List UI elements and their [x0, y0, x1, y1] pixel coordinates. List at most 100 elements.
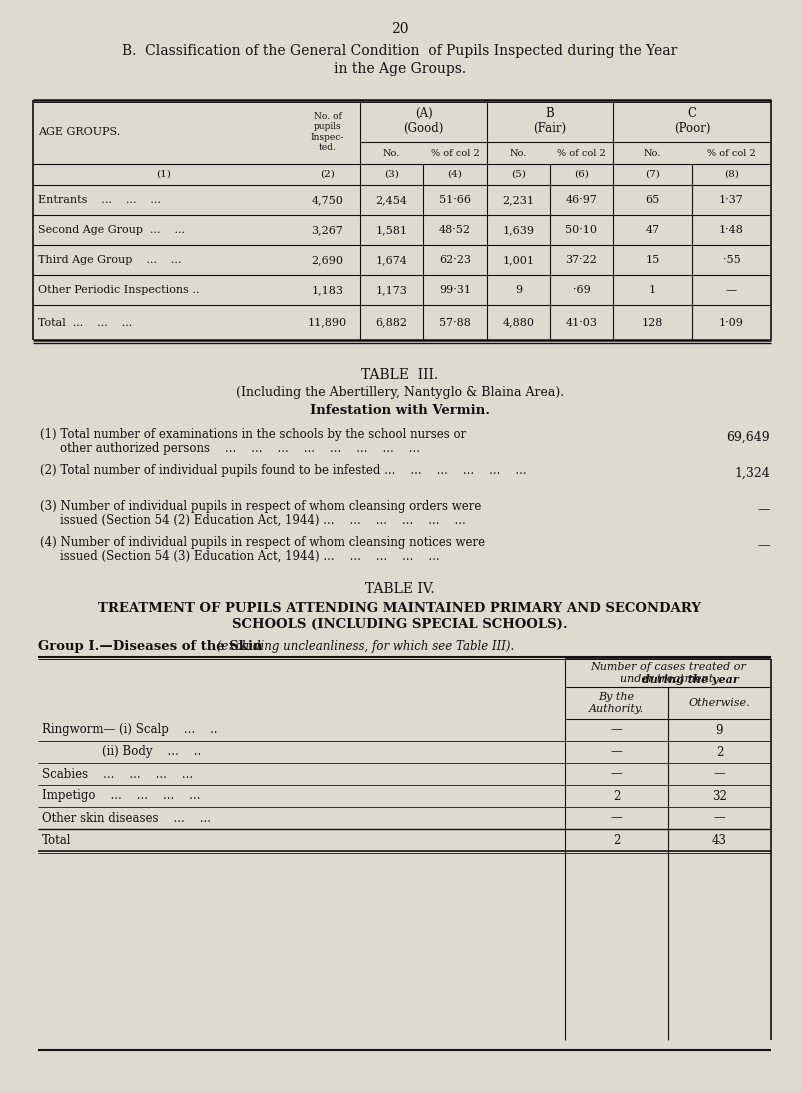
- Text: No. of
pupils
Inspec-
ted.: No. of pupils Inspec- ted.: [311, 111, 344, 152]
- Text: Entrants    ...    ...    ...: Entrants ... ... ...: [38, 195, 161, 205]
- Text: 41·03: 41·03: [566, 317, 598, 328]
- Text: 43: 43: [712, 834, 727, 846]
- Text: % of col 2: % of col 2: [431, 149, 479, 157]
- Text: 1·48: 1·48: [719, 225, 744, 235]
- Text: 9: 9: [515, 285, 522, 295]
- Text: Infestation with Vermin.: Infestation with Vermin.: [310, 404, 490, 418]
- Text: Total  ...    ...    ...: Total ... ... ...: [38, 317, 132, 328]
- Text: 1,183: 1,183: [312, 285, 344, 295]
- Text: 1·09: 1·09: [719, 317, 744, 328]
- Text: SCHOOLS (INCLUDING SPECIAL SCHOOLS).: SCHOOLS (INCLUDING SPECIAL SCHOOLS).: [232, 618, 568, 631]
- Text: other authorized persons    ...    ...    ...    ...    ...    ...    ...    ...: other authorized persons ... ... ... ...…: [60, 442, 420, 455]
- Text: 2,231: 2,231: [502, 195, 534, 205]
- Text: 4,750: 4,750: [312, 195, 344, 205]
- Text: Total: Total: [42, 834, 71, 846]
- Text: 1,173: 1,173: [376, 285, 408, 295]
- Text: Impetigo    ...    ...    ...    ...: Impetigo ... ... ... ...: [42, 789, 200, 802]
- Text: (4) Number of individual pupils in respect of whom cleansing notices were: (4) Number of individual pupils in respe…: [40, 536, 485, 549]
- Text: under treatment: under treatment: [620, 674, 716, 684]
- Text: 1,674: 1,674: [376, 255, 408, 265]
- Text: Scabies    ...    ...    ...    ...: Scabies ... ... ... ...: [42, 767, 193, 780]
- Text: (3) Number of individual pupils in respect of whom cleansing orders were: (3) Number of individual pupils in respe…: [40, 500, 481, 513]
- Text: 47: 47: [646, 225, 659, 235]
- Text: 11,890: 11,890: [308, 317, 347, 328]
- Text: TREATMENT OF PUPILS ATTENDING MAINTAINED PRIMARY AND SECONDARY: TREATMENT OF PUPILS ATTENDING MAINTAINED…: [99, 602, 702, 615]
- Text: 1,324: 1,324: [735, 467, 770, 480]
- Text: 50·10: 50·10: [566, 225, 598, 235]
- Text: 51·66: 51·66: [439, 195, 471, 205]
- Text: —: —: [714, 767, 726, 780]
- Text: Second Age Group  ...    ...: Second Age Group ... ...: [38, 225, 185, 235]
- Text: —: —: [726, 285, 737, 295]
- Text: 1,639: 1,639: [502, 225, 534, 235]
- Text: 4,880: 4,880: [502, 317, 534, 328]
- Text: 99·31: 99·31: [439, 285, 471, 295]
- Text: in the Age Groups.: in the Age Groups.: [334, 62, 466, 77]
- Text: —: —: [610, 767, 622, 780]
- Text: (excluding uncleanliness, for which see Table III).: (excluding uncleanliness, for which see …: [213, 640, 514, 653]
- Text: (1): (1): [156, 171, 171, 179]
- Text: 1,581: 1,581: [376, 225, 408, 235]
- Text: 1: 1: [649, 285, 656, 295]
- Text: 2,454: 2,454: [376, 195, 408, 205]
- Text: 37·22: 37·22: [566, 255, 598, 265]
- Text: during the year: during the year: [642, 674, 739, 685]
- Text: B.  Classification of the General Condition  of Pupils Inspected during the Year: B. Classification of the General Conditi…: [123, 44, 678, 58]
- Text: % of col 2: % of col 2: [557, 149, 606, 157]
- Text: No.: No.: [383, 149, 400, 157]
- Text: —: —: [758, 539, 770, 552]
- Text: 69,649: 69,649: [727, 431, 770, 444]
- Text: (4): (4): [448, 171, 462, 179]
- Text: (ii) Body    ...    ..: (ii) Body ... ..: [42, 745, 201, 759]
- Text: 48·52: 48·52: [439, 225, 471, 235]
- Text: —: —: [758, 503, 770, 516]
- Text: No.: No.: [509, 149, 527, 157]
- Text: Third Age Group    ...    ...: Third Age Group ... ...: [38, 255, 181, 265]
- Text: issued (Section 54 (3) Education Act, 1944) ...    ...    ...    ...    ...: issued (Section 54 (3) Education Act, 19…: [60, 550, 440, 563]
- Text: 3,267: 3,267: [312, 225, 344, 235]
- Text: B
(Fair): B (Fair): [533, 107, 566, 136]
- Text: 20: 20: [391, 22, 409, 36]
- Text: ·55: ·55: [723, 255, 740, 265]
- Text: ·69: ·69: [573, 285, 590, 295]
- Text: 15: 15: [646, 255, 660, 265]
- Text: (A)
(Good): (A) (Good): [404, 107, 444, 136]
- Text: Otherwise.: Otherwise.: [689, 698, 751, 708]
- Text: 57·88: 57·88: [439, 317, 471, 328]
- Text: (8): (8): [724, 171, 739, 179]
- Text: (1) Total number of examinations in the schools by the school nurses or: (1) Total number of examinations in the …: [40, 428, 466, 440]
- Text: (7): (7): [645, 171, 660, 179]
- Text: (5): (5): [511, 171, 526, 179]
- Text: 6,882: 6,882: [376, 317, 408, 328]
- Text: Group I.—Diseases of the Skin: Group I.—Diseases of the Skin: [38, 640, 263, 653]
- Text: 32: 32: [712, 789, 727, 802]
- Text: —: —: [610, 811, 622, 824]
- Text: 2: 2: [613, 789, 620, 802]
- Text: TABLE IV.: TABLE IV.: [365, 581, 435, 596]
- Text: issued (Section 54 (2) Education Act, 1944) ...    ...    ...    ...    ...    .: issued (Section 54 (2) Education Act, 19…: [60, 514, 465, 527]
- Text: Ringworm— (i) Scalp    ...    ..: Ringworm— (i) Scalp ... ..: [42, 724, 218, 737]
- Text: (Including the Abertillery, Nantyglo & Blaina Area).: (Including the Abertillery, Nantyglo & B…: [236, 386, 564, 399]
- Text: AGE GROUPS.: AGE GROUPS.: [38, 127, 120, 137]
- Text: 1,001: 1,001: [502, 255, 534, 265]
- Text: 2: 2: [613, 834, 620, 846]
- Text: % of col 2: % of col 2: [707, 149, 756, 157]
- Text: By the
Authority.: By the Authority.: [589, 692, 644, 714]
- Text: —: —: [610, 724, 622, 737]
- Text: (6): (6): [574, 171, 589, 179]
- Text: (2) Total number of individual pupils found to be infested ...    ...    ...    : (2) Total number of individual pupils fo…: [40, 465, 526, 477]
- Text: No.: No.: [644, 149, 661, 157]
- Text: —: —: [714, 811, 726, 824]
- Text: 1·37: 1·37: [719, 195, 744, 205]
- Text: C
(Poor): C (Poor): [674, 107, 710, 136]
- Text: Other Periodic Inspections ..: Other Periodic Inspections ..: [38, 285, 199, 295]
- Text: Other skin diseases    ...    ...: Other skin diseases ... ...: [42, 811, 211, 824]
- Text: 46·97: 46·97: [566, 195, 598, 205]
- Text: 2: 2: [716, 745, 723, 759]
- Text: 9: 9: [716, 724, 723, 737]
- Text: (3): (3): [384, 171, 399, 179]
- Text: 65: 65: [646, 195, 660, 205]
- Text: 62·23: 62·23: [439, 255, 471, 265]
- Text: —: —: [610, 745, 622, 759]
- Text: 128: 128: [642, 317, 663, 328]
